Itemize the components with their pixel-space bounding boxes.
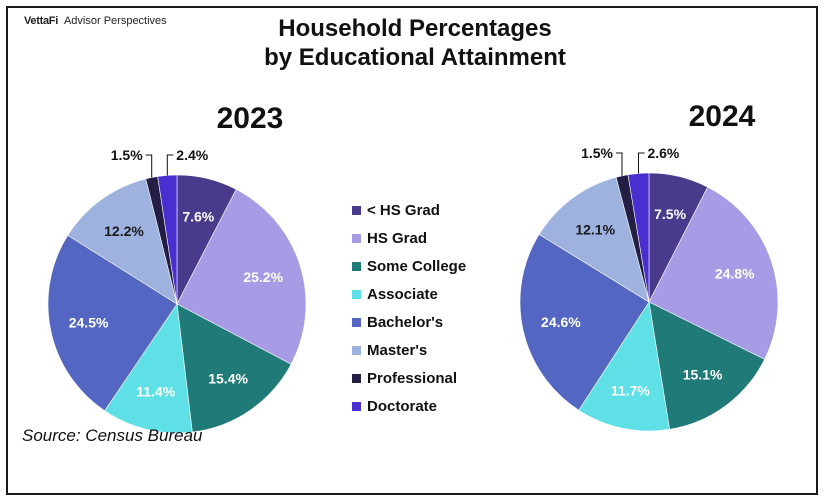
data-label: 24.5%: [69, 315, 109, 331]
legend-label: Doctorate: [367, 397, 438, 415]
legend-label: < HS Grad: [367, 201, 440, 219]
leader-line: [166, 154, 174, 176]
chart-frame: [6, 6, 818, 495]
legend-swatch: [352, 233, 361, 243]
leader-line: [145, 154, 153, 178]
legend-label: Bachelor's: [367, 313, 444, 331]
data-label: 11.7%: [611, 382, 650, 398]
pie-slice: [648, 301, 765, 430]
pie-title: 2024: [689, 100, 756, 133]
legend-item: Professional: [352, 364, 466, 392]
legend-swatch: [352, 317, 361, 327]
pie-title: 2023: [217, 102, 284, 135]
legend-swatch: [352, 205, 361, 215]
legend-item: Doctorate: [352, 392, 466, 420]
pie-slice: [538, 176, 650, 303]
source-note: Source: Census Bureau: [22, 426, 203, 445]
legend-item: HS Grad: [352, 224, 466, 252]
legend-swatch: [352, 261, 361, 271]
legend: < HS Grad HS Grad Some College Associate Bac…: [352, 196, 466, 420]
data-label: 15.4%: [208, 370, 248, 386]
pie-2024: 2024 7.5% 24.8% 15.1% 11.7% 24.6% 12.1% 1.5% 2.6…: [519, 100, 779, 432]
chart-title-line2: by Educational Attainment: [264, 44, 566, 71]
data-label: 1.5%: [111, 147, 143, 163]
brand-name: VettaFi: [24, 15, 58, 27]
pie-slice: [627, 172, 650, 303]
data-label: 12.2%: [104, 223, 144, 239]
pie-slice: [578, 301, 670, 432]
data-label: 7.6%: [182, 208, 214, 224]
legend-label: HS Grad: [367, 229, 428, 247]
legend-label: Some College: [367, 257, 467, 275]
data-label: 1.5%: [581, 145, 613, 161]
pie-slice: [104, 303, 193, 434]
legend-swatch: [352, 289, 361, 299]
leader-line: [638, 152, 645, 174]
legend-label: Master's: [367, 341, 428, 359]
legend-item: Master's: [352, 336, 466, 364]
pie-slice: [47, 234, 178, 412]
chart-title-line1: Household Percentages: [278, 15, 552, 42]
chart-title: Household Percentages by Educational Att…: [180, 14, 650, 72]
legend-item: Bachelor's: [352, 308, 466, 336]
legend-label: Professional: [367, 369, 458, 387]
pie-slice: [519, 233, 650, 411]
legend-label: Associate: [367, 285, 438, 303]
pie-slice: [176, 303, 292, 433]
data-label: 2.6%: [647, 145, 679, 161]
legend-item: Associate: [352, 280, 466, 308]
pie-slice: [67, 178, 178, 305]
data-label: 11.4%: [136, 384, 175, 400]
data-label: 15.1%: [683, 367, 723, 383]
pie-slice: [176, 188, 307, 365]
data-label: 7.5%: [654, 206, 686, 222]
leader-line: [616, 152, 623, 176]
pie-slice: [648, 186, 779, 360]
data-label: 24.8%: [715, 266, 755, 282]
data-label: 24.6%: [541, 314, 581, 330]
brand-logo: VettaFi Advisor Perspectives: [24, 15, 167, 27]
data-label: 12.1%: [575, 222, 615, 238]
pie-2023: 2023 7.6% 25.2% 15.4% 11.4% 24.5% 12.2% 1.5% 2.4…: [47, 102, 307, 434]
legend-item: Some College: [352, 252, 466, 280]
brand-sub: Advisor Perspectives: [63, 15, 167, 27]
legend-swatch: [352, 345, 361, 355]
data-label: 2.4%: [176, 147, 208, 163]
legend-item: < HS Grad: [352, 196, 466, 224]
legend-swatch: [352, 373, 361, 383]
data-label: 25.2%: [243, 269, 283, 285]
legend-swatch: [352, 401, 361, 411]
